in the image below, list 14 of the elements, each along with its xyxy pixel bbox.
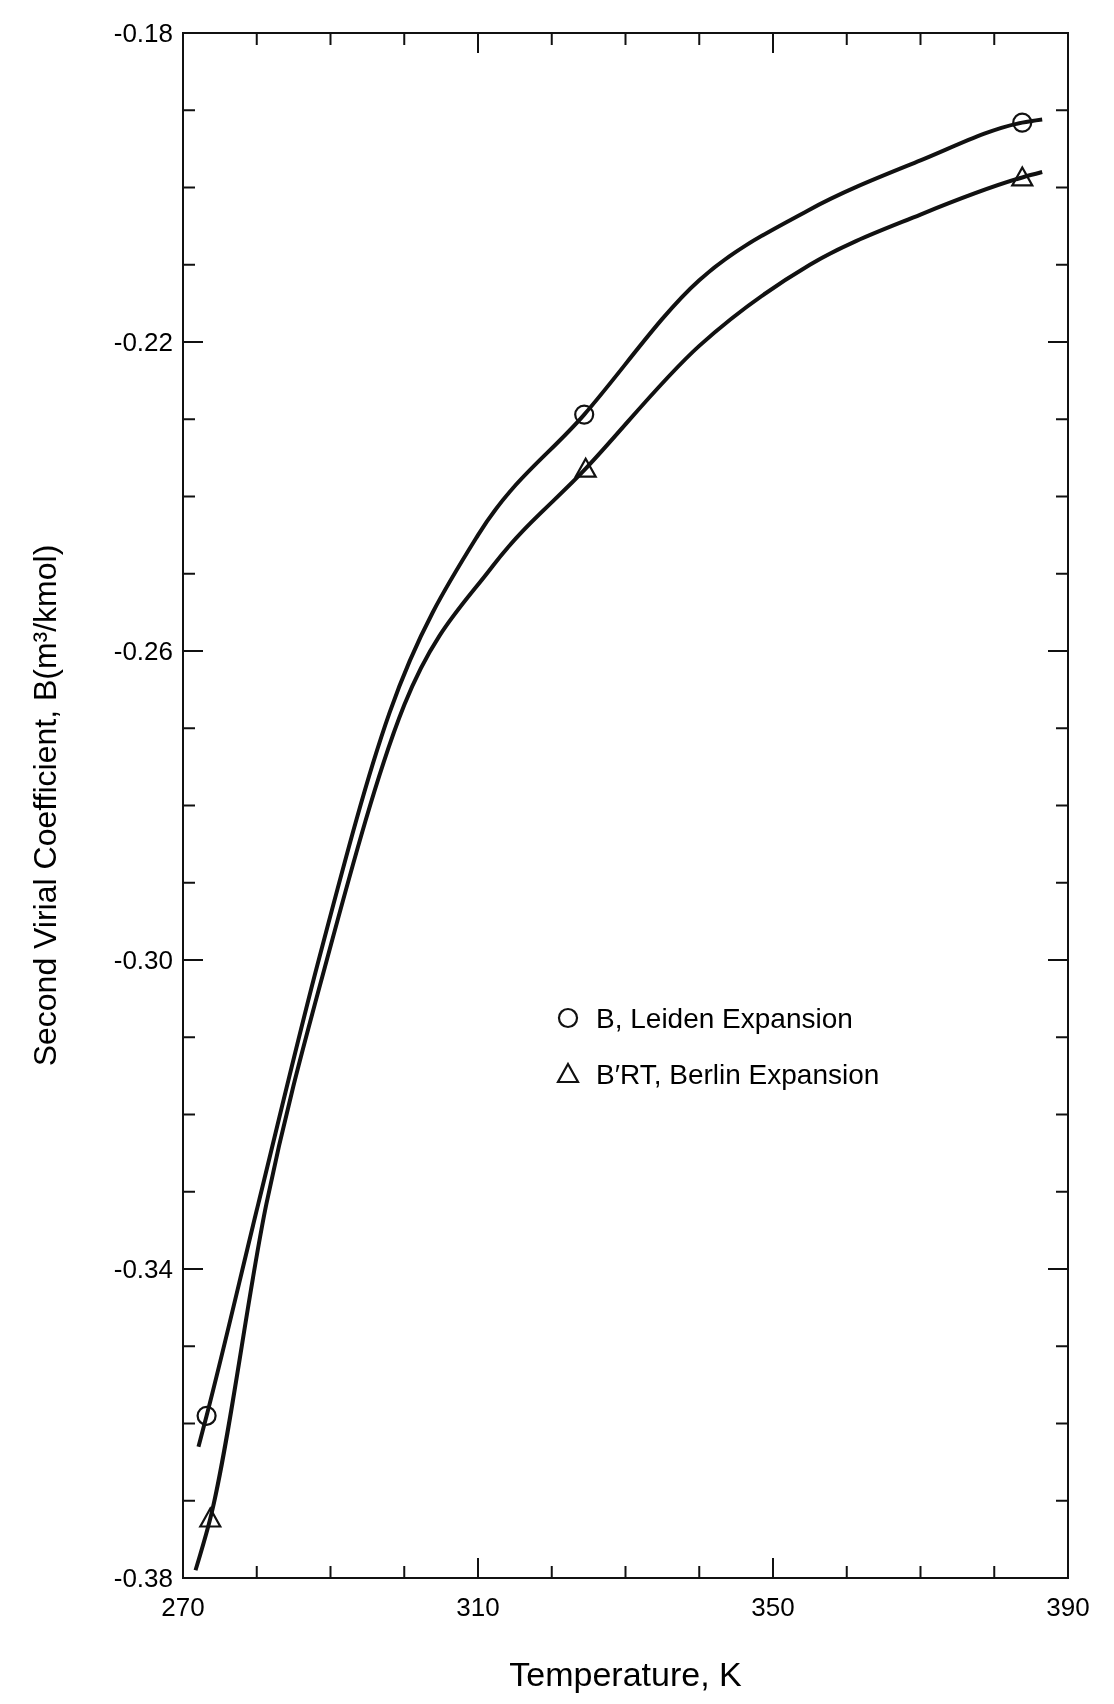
x-tick-label: 270 — [161, 1592, 205, 1622]
x-tick-label: 350 — [751, 1592, 795, 1622]
y-tick-label: -0.30 — [113, 945, 173, 975]
y-tick-label: -0.38 — [113, 1563, 173, 1593]
legend-label: B, Leiden Expansion — [596, 1003, 853, 1034]
x-axis-title: Temperature, K — [509, 1655, 743, 1693]
x-tick-label: 390 — [1046, 1592, 1090, 1622]
x-tick-label: 310 — [456, 1592, 500, 1622]
y-tick-label: -0.26 — [113, 636, 173, 666]
y-tick-label: -0.18 — [113, 18, 173, 48]
y-axis-title: Second Virial Coefficient, B(m³/kmol) — [27, 544, 63, 1067]
y-tick-label: -0.22 — [113, 327, 173, 357]
y-tick-label: -0.34 — [113, 1254, 173, 1284]
legend-label: B′RT, Berlin Expansion — [596, 1059, 880, 1090]
